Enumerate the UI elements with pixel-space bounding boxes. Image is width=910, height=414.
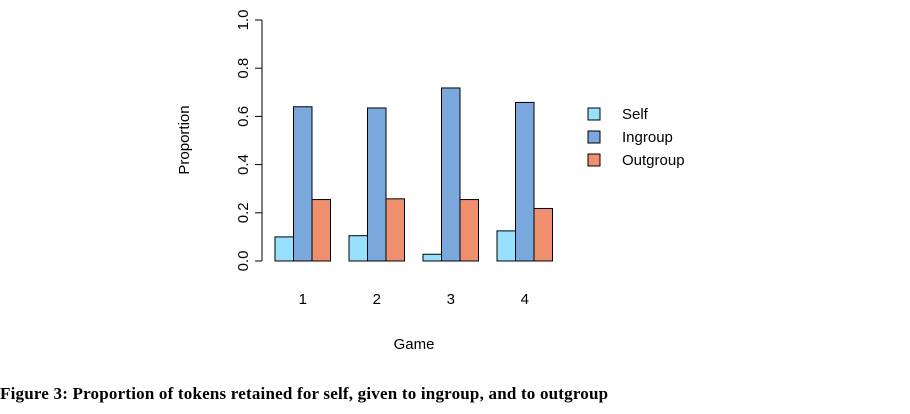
legend: Self Ingroup Outgroup [587,106,685,169]
x-tick-label: 3 [447,291,455,308]
legend-label-outgroup: Outgroup [622,152,685,169]
bar-ingroup-game-2 [367,107,387,262]
y-axis-label: Proportion [176,105,193,174]
bar-outgroup-game-1 [311,199,331,262]
y-tick-label: 0.0 [235,251,252,272]
figure-caption: Figure 3: Proportion of tokens retained … [0,384,609,403]
bar-self-game-3 [422,253,442,262]
bar-ingroup-game-3 [441,87,461,262]
y-tick-label: 1.0 [235,10,252,31]
bar-outgroup-game-4 [533,207,553,262]
x-tick-label: 4 [521,291,529,308]
bar-outgroup-game-3 [459,199,479,262]
bar-self-game-2 [348,235,368,262]
y-tick-label: 0.8 [235,58,252,79]
bar-ingroup-game-4 [515,101,535,262]
bar-ingroup-game-1 [293,106,313,262]
y-tick-label: 0.4 [235,154,252,175]
x-tick-labels: 1 2 3 4 [299,291,529,308]
x-axis-label: Game [394,336,435,353]
bar-outgroup-game-2 [385,198,405,262]
bars [274,87,553,262]
x-tick-label: 1 [299,291,307,308]
bar-self-game-1 [274,236,294,262]
y-tick-label: 0.6 [235,106,252,127]
bar-self-game-4 [496,230,516,262]
legend-swatch-self [587,107,601,121]
legend-swatch-outgroup [587,153,601,167]
legend-label-ingroup: Ingroup [622,129,673,146]
x-tick-label: 2 [373,291,381,308]
legend-swatch-ingroup [587,130,601,144]
y-axis: 0.0 0.2 0.4 0.6 0.8 1.0 [235,10,263,272]
y-tick-label: 0.2 [235,202,252,223]
legend-label-self: Self [622,106,649,123]
